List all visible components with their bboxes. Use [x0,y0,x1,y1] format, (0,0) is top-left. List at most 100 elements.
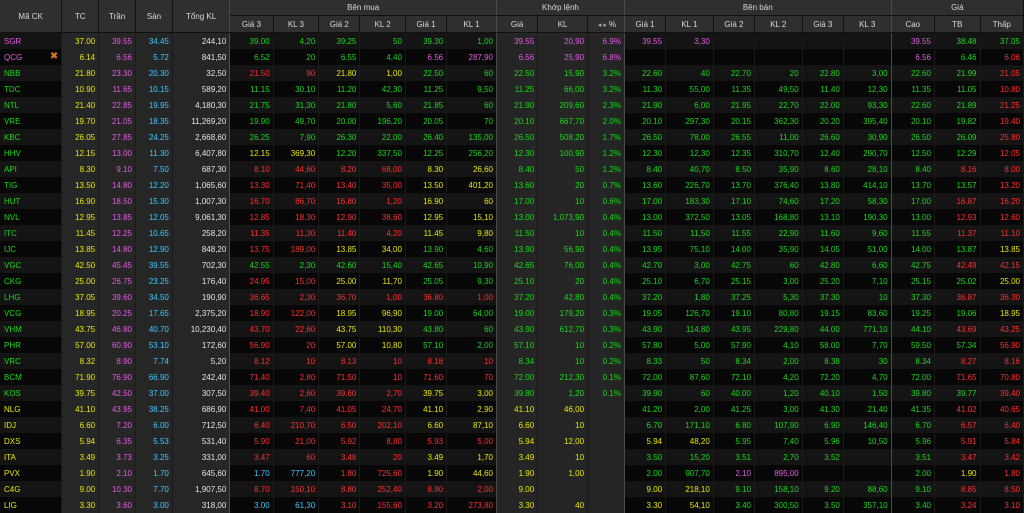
symbol-label[interactable]: TIG [4,181,17,190]
sort-arrows-icon[interactable]: ◂ ▸ [598,22,607,29]
symbol-label[interactable]: PVX [4,469,20,478]
symbol-cell[interactable]: KBC [0,129,62,145]
symbol-cell[interactable]: LIG [0,497,62,513]
symbol-cell[interactable]: TIG [0,177,62,193]
symbol-label[interactable]: SGR [4,37,21,46]
symbol-cell[interactable]: VHM [0,321,62,337]
symbol-label[interactable]: LIG [4,501,17,510]
symbol-label[interactable]: DXS [4,437,20,446]
symbol-cell[interactable]: PHR [0,337,62,353]
symbol-cell[interactable]: NTL [0,97,62,113]
col-high[interactable]: Cao [891,16,934,33]
col-symbol[interactable]: Mã CK [0,0,62,33]
col-floor[interactable]: Sàn [136,0,173,33]
symbol-label[interactable]: VRC [4,357,21,366]
symbol-cell[interactable]: IJC [0,241,62,257]
symbol-label[interactable]: API [4,165,17,174]
symbol-cell[interactable]: API [0,161,62,177]
symbol-label[interactable]: VGC [4,261,21,270]
symbol-cell[interactable]: VGC [0,257,62,273]
symbol-cell[interactable]: ITA [0,449,62,465]
symbol-cell[interactable]: DXS [0,433,62,449]
symbol-label[interactable]: ITA [4,453,16,462]
symbol-label[interactable]: VHM [4,325,22,334]
symbol-cell[interactable]: HHV [0,145,62,161]
col-sell-kl1[interactable]: KL 1 [666,16,714,33]
symbol-label[interactable]: KBC [4,133,20,142]
col-sell-g2[interactable]: Giá 2 [713,16,754,33]
symbol-label[interactable]: VRE [4,117,20,126]
col-avg[interactable]: TB [934,16,980,33]
symbol-label[interactable]: CKG [4,277,21,286]
col-sell-g3[interactable]: Giá 3 [802,16,843,33]
col-match-vol[interactable]: KL [538,16,588,33]
symbol-cell[interactable]: VCG [0,305,62,321]
col-buy-g2[interactable]: Giá 2 [319,16,360,33]
symbol-cell[interactable]: TDC [0,81,62,97]
symbol-label[interactable]: HHV [4,149,21,158]
symbol-label[interactable]: NLG [4,405,20,414]
symbol-label[interactable]: PHR [4,341,21,350]
remove-icon[interactable]: ✖ [50,51,58,62]
symbol-label[interactable]: NTL [4,101,19,110]
col-total-vol[interactable]: Tổng KL [172,0,229,33]
symbol-label[interactable]: IDJ [4,421,16,430]
symbol-label[interactable]: NVL [4,213,20,222]
col-ref[interactable]: TC [62,0,99,33]
symbol-label[interactable]: C4G [4,485,20,494]
symbol-label[interactable]: TDC [4,85,20,94]
col-ceil[interactable]: Trần [99,0,136,33]
symbol-cell[interactable]: HUT [0,193,62,209]
symbol-cell[interactable]: C4G [0,481,62,497]
symbol-label[interactable]: NBB [4,69,20,78]
col-buy-g1[interactable]: Giá 1 [405,16,446,33]
symbol-label[interactable]: BCM [4,373,22,382]
symbol-label[interactable]: HUT [4,197,20,206]
symbol-cell[interactable]: LHG [0,289,62,305]
col-sell-g1[interactable]: Giá 1 [624,16,665,33]
col-buy-kl2[interactable]: KL 2 [360,16,406,33]
symbol-cell[interactable]: ITC [0,225,62,241]
symbol-label[interactable]: QCG [4,53,22,62]
symbol-cell[interactable]: CKG [0,273,62,289]
symbol-cell[interactable]: BCM [0,369,62,385]
col-sell-kl2[interactable]: KL 2 [754,16,802,33]
col-match-price[interactable]: Giá [497,16,538,33]
col-match-pct[interactable]: ◂ ▸% [588,16,625,33]
symbol-cell[interactable]: VRC [0,353,62,369]
symbol-label[interactable]: IJC [4,245,16,254]
symbol-cell[interactable]: NLG [0,401,62,417]
symbol-label[interactable]: LHG [4,293,20,302]
symbol-cell[interactable]: VRE [0,113,62,129]
col-buy-kl1[interactable]: KL 1 [447,16,497,33]
symbol-label[interactable]: ITC [4,229,17,238]
